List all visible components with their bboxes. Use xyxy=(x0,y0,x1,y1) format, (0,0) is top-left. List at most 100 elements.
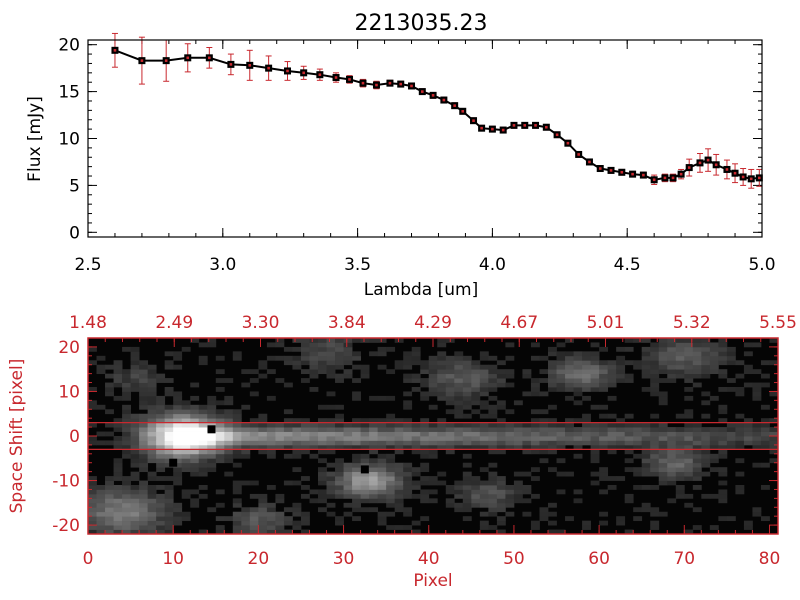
image-pixel xyxy=(599,427,609,432)
image-pixel xyxy=(258,444,268,450)
image-pixel xyxy=(684,444,694,450)
image-pixel xyxy=(752,382,762,388)
image-pixel xyxy=(479,400,489,406)
image-pixel xyxy=(377,511,387,517)
image-pixel xyxy=(658,427,668,432)
image-pixel xyxy=(190,404,200,410)
image-pixel xyxy=(173,391,183,397)
image-pixel xyxy=(675,413,685,419)
image-pixel xyxy=(650,467,660,473)
image-pixel xyxy=(198,493,208,499)
image-pixel xyxy=(88,404,97,410)
image-pixel xyxy=(292,520,302,526)
image-pixel xyxy=(173,431,183,437)
image-pixel xyxy=(411,427,421,432)
image-pixel xyxy=(181,467,191,473)
image-pixel xyxy=(249,391,259,397)
image-pixel xyxy=(130,498,140,504)
image-pixel xyxy=(318,440,327,446)
data-point-center xyxy=(431,94,435,97)
image-pixel xyxy=(113,516,123,522)
image-pixel xyxy=(752,387,762,392)
image-pixel xyxy=(326,436,336,441)
image-pixel xyxy=(692,458,702,464)
image-pixel xyxy=(113,493,123,499)
image-pixel xyxy=(258,516,268,522)
image-pixel xyxy=(156,404,166,410)
image-pixel xyxy=(471,427,481,432)
image-pixel xyxy=(300,493,310,499)
image-pixel xyxy=(88,498,97,504)
image-pixel xyxy=(198,467,208,473)
data-point-center xyxy=(399,82,403,86)
image-pixel xyxy=(130,453,140,459)
image-pixel xyxy=(573,444,583,450)
image-pixel xyxy=(769,449,779,455)
image-pixel xyxy=(548,440,557,446)
image-pixel xyxy=(607,485,617,490)
image-pixel xyxy=(582,373,591,379)
image-pixel xyxy=(232,449,242,455)
image-pixel xyxy=(462,360,472,366)
image-pixel xyxy=(599,520,609,526)
image-pixel xyxy=(164,525,174,530)
image-pixel xyxy=(249,427,259,432)
image-pixel xyxy=(505,373,515,379)
image-pixel xyxy=(539,391,549,397)
image-pixel xyxy=(105,493,114,499)
image-pixel xyxy=(522,422,532,428)
image-pixel xyxy=(471,480,481,486)
image-pixel xyxy=(735,387,745,392)
image-pixel xyxy=(139,427,149,432)
image-pixel xyxy=(624,338,634,343)
image-pixel xyxy=(164,360,174,366)
image-pixel xyxy=(692,440,702,446)
data-point-center xyxy=(588,160,591,164)
image-pixel xyxy=(607,360,617,366)
image-pixel xyxy=(326,364,336,370)
image-pixel xyxy=(709,444,719,450)
image-pixel xyxy=(139,462,149,468)
image-pixel xyxy=(735,436,745,441)
image-pixel xyxy=(258,364,268,370)
image-pixel xyxy=(701,338,711,343)
image-pixel xyxy=(173,351,183,357)
image-pixel xyxy=(224,516,234,522)
image-pixel xyxy=(488,485,498,490)
image-pixel xyxy=(88,485,97,490)
image-pixel xyxy=(565,436,574,441)
y-axis-label: Flux [mJy] xyxy=(25,96,45,182)
image-pixel xyxy=(599,382,609,388)
image-pixel xyxy=(249,529,259,535)
image-pixel xyxy=(122,378,131,383)
image-pixel xyxy=(343,440,353,446)
image-pixel xyxy=(437,440,447,446)
image-pixel xyxy=(352,476,361,481)
image-pixel xyxy=(760,462,770,468)
image-pixel xyxy=(496,489,506,495)
image-pixel xyxy=(122,395,131,401)
image-pixel xyxy=(590,378,600,383)
image-pixel xyxy=(181,449,191,455)
image-pixel xyxy=(692,467,702,473)
image-pixel xyxy=(266,395,276,401)
image-pixel xyxy=(130,422,140,428)
image-pixel xyxy=(122,404,131,410)
image-pixel xyxy=(266,369,276,375)
image-pixel xyxy=(403,480,413,486)
image-pixel xyxy=(300,342,310,348)
image-pixel xyxy=(454,395,464,401)
image-pixel xyxy=(718,436,728,441)
image-pixel xyxy=(292,360,302,366)
image-pixel xyxy=(309,387,319,392)
image-pixel xyxy=(462,480,472,486)
image-pixel xyxy=(454,502,464,508)
image-pixel xyxy=(343,480,353,486)
image-pixel xyxy=(156,431,166,437)
image-pixel xyxy=(658,476,668,481)
image-pixel xyxy=(309,373,319,379)
image-pixel xyxy=(607,440,617,446)
image-pixel xyxy=(548,404,557,410)
image-pixel xyxy=(633,453,643,459)
image-pixel xyxy=(394,525,404,530)
